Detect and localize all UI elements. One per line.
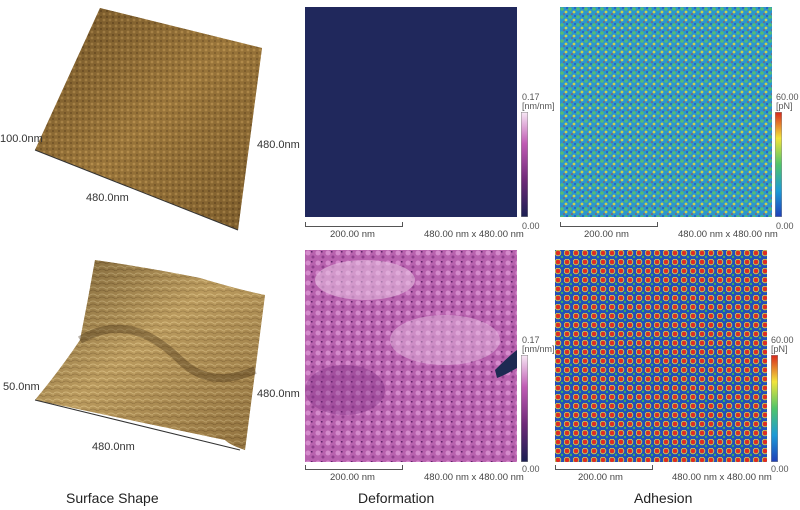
deformation-cb-unit-bottom: [nm/nm] bbox=[522, 344, 555, 354]
deformation-colorbar-top bbox=[521, 112, 528, 217]
deformation-image-bottom bbox=[305, 250, 517, 462]
adhesion-colorbar-top bbox=[775, 112, 782, 217]
surface-3d-image-bottom bbox=[34, 260, 265, 451]
x-axis-label-bottom: 480.0nm bbox=[92, 441, 135, 453]
adhesion-cb-min-bottom: 0.00 bbox=[771, 464, 789, 474]
deformation-colorbar-bottom bbox=[521, 355, 528, 462]
surface-3d-image-top bbox=[34, 8, 262, 231]
z-axis-label-bottom: 50.0nm bbox=[3, 381, 40, 393]
deformation-image-top bbox=[305, 7, 517, 217]
adhesion-scale-bar-top bbox=[560, 222, 658, 227]
deformation-scale-label-top: 200.00 nm bbox=[330, 229, 375, 240]
deformation-scale-bar-top bbox=[305, 222, 403, 227]
deformation-dims-top: 480.00 nm x 480.00 nm bbox=[424, 229, 524, 240]
deformation-cb-min-top: 0.00 bbox=[522, 221, 540, 231]
adhesion-cb-unit-top: [pN] bbox=[776, 101, 793, 111]
x-axis-label-top: 480.0nm bbox=[86, 192, 129, 204]
adhesion-colorbar-bottom bbox=[771, 355, 778, 462]
deformation-scale-label-bottom: 200.00 nm bbox=[330, 472, 375, 483]
deformation-dims-bottom: 480.00 nm x 480.00 nm bbox=[424, 472, 524, 483]
y-axis-label-top: 480.0nm bbox=[257, 139, 300, 151]
adhesion-cb-unit-bottom: [pN] bbox=[771, 344, 788, 354]
deformation-cb-unit-top: [nm/nm] bbox=[522, 101, 555, 111]
y-axis-label-bottom: 480.0nm bbox=[257, 388, 300, 400]
z-axis-label-top: 100.0nm bbox=[0, 133, 43, 145]
adhesion-scale-label-bottom: 200.00 nm bbox=[578, 472, 623, 483]
caption-adhesion: Adhesion bbox=[634, 490, 693, 506]
adhesion-dims-top: 480.00 nm x 480.00 nm bbox=[678, 229, 778, 240]
adhesion-cb-max-top: 60.00 bbox=[776, 92, 799, 102]
deformation-cb-min-bottom: 0.00 bbox=[522, 464, 540, 474]
adhesion-scale-bar-bottom bbox=[555, 465, 653, 470]
caption-surface-shape: Surface Shape bbox=[66, 490, 159, 506]
adhesion-image-bottom bbox=[555, 250, 767, 462]
deformation-cb-max-bottom: 0.17 bbox=[522, 335, 540, 345]
adhesion-image-top bbox=[560, 7, 772, 217]
deformation-cb-max-top: 0.17 bbox=[522, 92, 540, 102]
deformation-scale-bar-bottom bbox=[305, 465, 403, 470]
caption-deformation: Deformation bbox=[358, 490, 435, 506]
adhesion-cb-min-top: 0.00 bbox=[776, 221, 794, 231]
adhesion-dims-bottom: 480.00 nm x 480.00 nm bbox=[672, 472, 772, 483]
adhesion-scale-label-top: 200.00 nm bbox=[584, 229, 629, 240]
adhesion-cb-max-bottom: 60.00 bbox=[771, 335, 794, 345]
